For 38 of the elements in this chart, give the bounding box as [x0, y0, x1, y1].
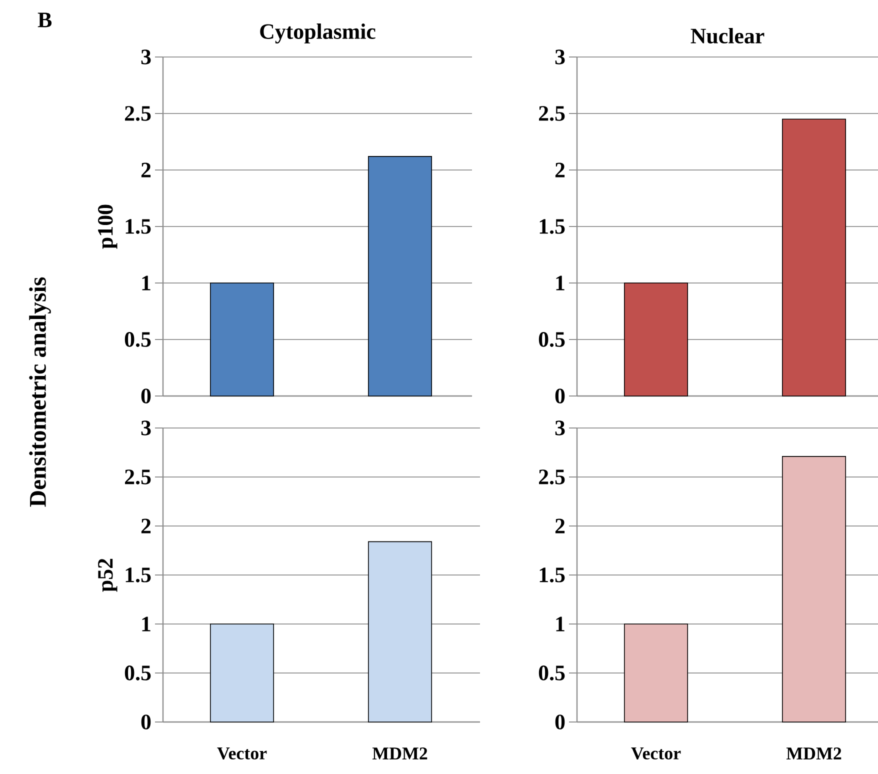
y-tick-label: 1.5: [540, 568, 565, 582]
y-tick-label: 1: [142, 276, 150, 290]
text: B: [38, 12, 52, 28]
y-tick-label: 0: [555, 714, 565, 730]
y-tick-label: 2: [141, 162, 151, 178]
y-tick-label: 3: [141, 420, 151, 436]
y-axis-title: p100: [98, 204, 118, 249]
y-tick-label: 1.5: [540, 219, 565, 234]
y-tick-label: 0.5: [124, 332, 151, 347]
y-tick-label: 0.5: [538, 332, 565, 347]
y-tick-label: 0: [141, 714, 151, 730]
chart-title: Cytoplasmic: [260, 24, 376, 44]
y-tick-label: 1: [556, 276, 564, 290]
y-tick-label: 0.5: [124, 666, 151, 680]
y-tick-label: 2.5: [125, 470, 151, 484]
y-tick-label: 0: [555, 388, 565, 404]
y-tick-label: 2: [555, 162, 565, 178]
y-tick-label: 3: [141, 50, 151, 64]
y-tick-label: 2: [555, 518, 565, 534]
x-tick-label: MDM2: [786, 748, 842, 760]
y-tick-label: 2.5: [539, 470, 565, 484]
chart-title: Nuclear: [690, 28, 764, 44]
y-tick-label: 3: [555, 420, 565, 436]
y-tick-label: 3: [555, 50, 565, 64]
y-tick-label: 2.5: [125, 106, 151, 121]
y-tick-label: 2.5: [539, 106, 565, 121]
x-tick-label: Vector: [217, 748, 267, 760]
y-tick-label: 1: [556, 616, 564, 632]
y-tick-label: 2: [141, 518, 151, 534]
text: Densitometric analysis: [29, 277, 51, 507]
y-tick-label: 0.5: [538, 666, 565, 680]
x-tick-label: Vector: [631, 748, 681, 760]
x-tick-label: MDM2: [372, 748, 428, 760]
y-tick-label: 0: [141, 388, 151, 404]
y-tick-label: 1.5: [126, 219, 151, 234]
y-tick-label: 1: [142, 616, 150, 632]
y-axis-title: p52: [98, 558, 118, 592]
y-tick-label: 1.5: [126, 568, 151, 582]
